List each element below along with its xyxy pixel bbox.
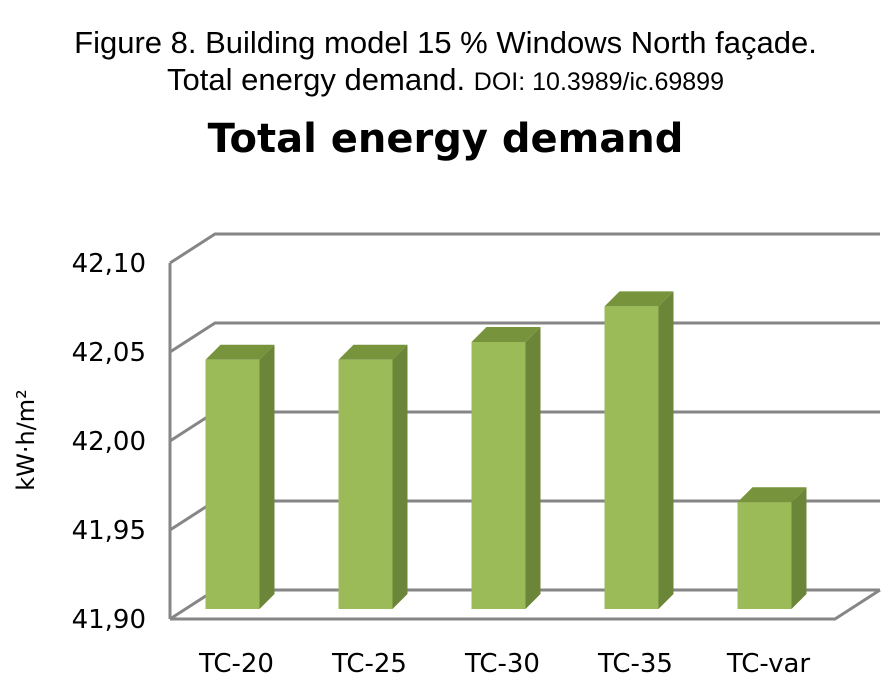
x-tick-label: TC-30: [464, 649, 540, 679]
x-tick-label: TC-20: [198, 649, 274, 679]
x-tick-label: TC-var: [726, 649, 811, 679]
bar-side: [791, 487, 807, 609]
y-tick-layer: 41,90 41,95 42,00 42,05 42,10: [72, 249, 146, 635]
bar-front: [471, 342, 526, 609]
y-tick-label: 42,05: [72, 338, 146, 368]
caption-line-2-text: Total energy demand.: [167, 62, 466, 97]
caption-doi: DOI: 10.3989/ic.69899: [473, 68, 724, 96]
y-tick-label: 42,00: [72, 427, 146, 457]
bar-tc-35: [604, 291, 674, 609]
bar-side: [259, 344, 275, 609]
bar-tc-var: [737, 487, 807, 609]
x-tick-label: TC-35: [597, 649, 673, 679]
bar-tc-25: [338, 344, 408, 609]
floor-edge: [170, 588, 881, 621]
bar-side: [525, 327, 541, 609]
bar-front: [338, 359, 393, 609]
chart-title: Total energy demand: [207, 116, 684, 162]
bar-tc-30: [471, 327, 541, 609]
bar-side: [658, 291, 674, 609]
bar-front: [604, 306, 659, 609]
gridline: [169, 232, 880, 265]
bar-layer: [205, 291, 807, 609]
caption-line-1: Figure 8. Building model 15 % Windows No…: [74, 25, 817, 60]
bar-top: [205, 344, 275, 360]
x-tick-layer: TC-20 TC-25 TC-30 TC-35 TC-var: [198, 649, 810, 679]
y-tick-label: 41,95: [72, 516, 146, 546]
bar-top: [737, 487, 807, 503]
caption-line-2: Total energy demand. DOI: 10.3989/ic.698…: [0, 61, 891, 101]
y-tick-label: 42,10: [72, 249, 146, 279]
x-tick-label: TC-25: [331, 649, 407, 679]
bar-front: [737, 502, 792, 609]
bar-tc-20: [205, 344, 275, 609]
bar-side: [392, 344, 408, 609]
bar-top: [604, 291, 674, 307]
bar-top: [338, 344, 408, 360]
y-tick-label: 41,90: [72, 605, 146, 635]
bar-top: [471, 327, 541, 342]
bar-front: [205, 359, 260, 609]
figure-caption: Figure 8. Building model 15 % Windows No…: [0, 24, 891, 101]
y-axis-label: kW·h/m²: [12, 389, 40, 491]
